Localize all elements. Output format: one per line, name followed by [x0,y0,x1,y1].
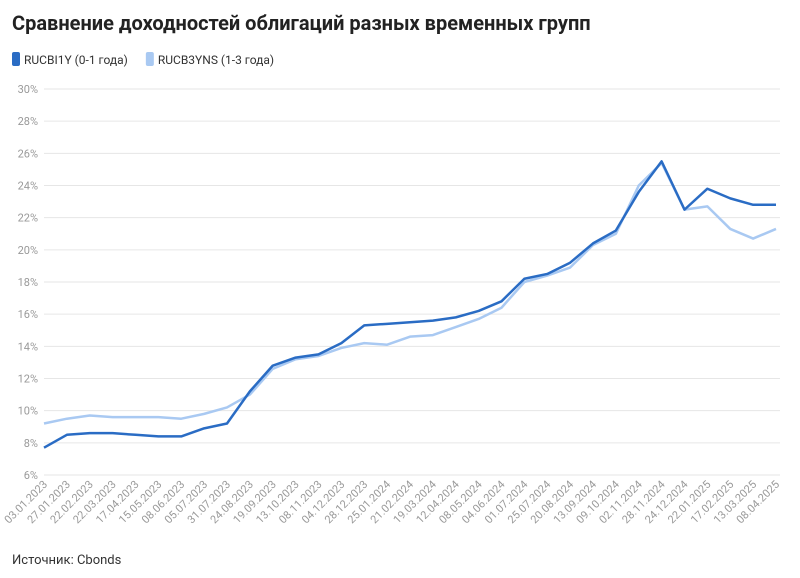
y-tick-label: 16% [18,308,38,321]
series-line [43,161,777,425]
y-tick-label: 26% [18,147,38,160]
legend-label: RUCBI1Y (0-1 года) [24,53,128,67]
y-tick-label: 22% [18,212,38,225]
y-tick-label: 28% [18,115,38,128]
series-line [43,160,776,449]
y-tick-label: 20% [18,244,38,257]
y-tick-label: 12% [18,373,38,386]
legend-swatch [12,52,20,66]
y-tick-label: 30% [18,83,38,96]
legend-swatch [145,52,154,66]
y-tick-label: 14% [18,340,38,353]
legend-label: RUCB3YNS (1-3 года) [158,53,274,67]
source: Источник: Cbonds [12,553,122,568]
y-tick-label: 8% [24,437,38,450]
y-tick-label: 24% [18,180,38,193]
y-tick-label: 18% [18,276,38,289]
y-tick-label: 10% [18,405,38,418]
chart-title: Сравнение доходностей облигаций разных в… [12,11,591,35]
y-tick-label: 6% [24,469,38,482]
